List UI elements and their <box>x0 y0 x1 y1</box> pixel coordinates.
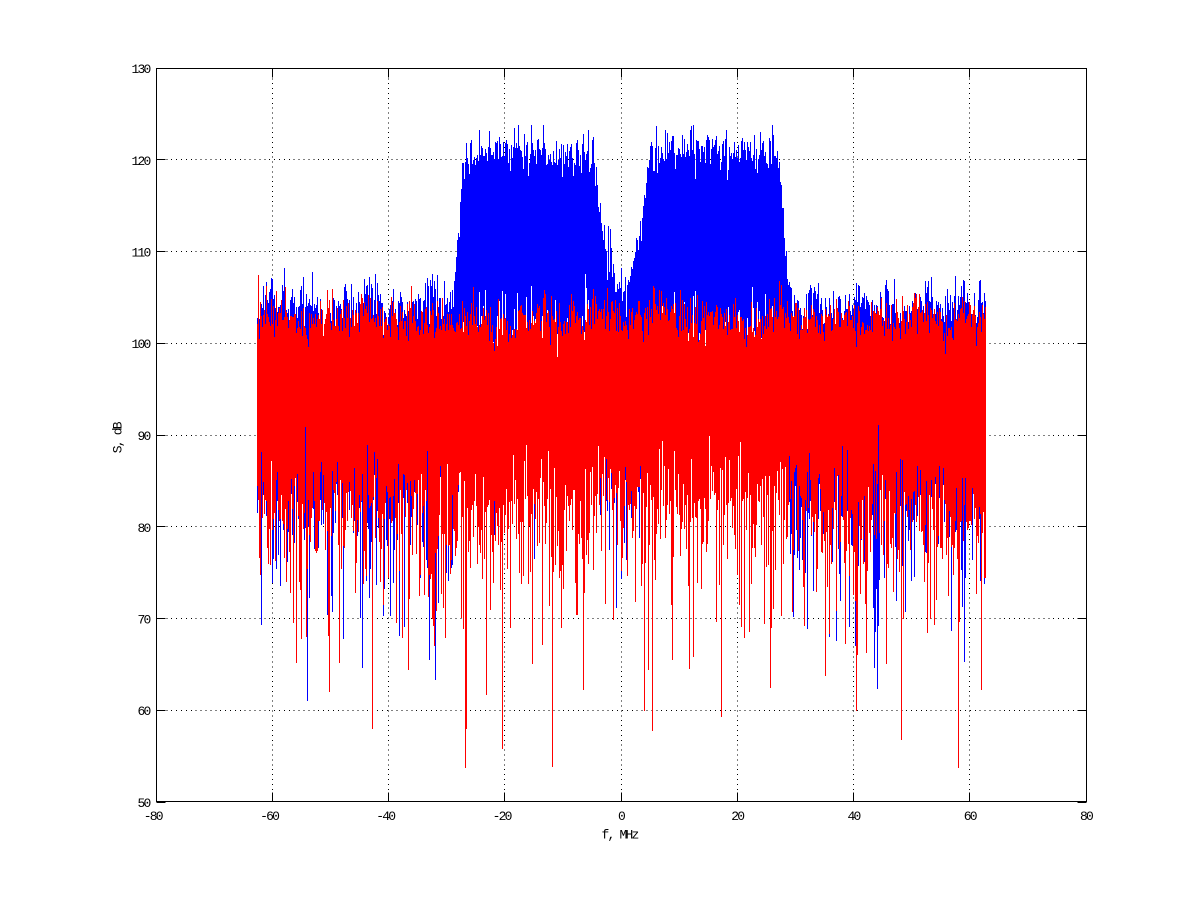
svg-text:60: 60 <box>137 704 150 719</box>
svg-text:-40: -40 <box>376 809 395 824</box>
svg-text:20: 20 <box>731 809 744 824</box>
svg-text:70: 70 <box>137 613 150 628</box>
svg-text:80: 80 <box>137 521 150 536</box>
svg-text:40: 40 <box>847 809 860 824</box>
svg-text:0: 0 <box>618 809 625 824</box>
svg-text:-60: -60 <box>260 809 279 824</box>
svg-text:100: 100 <box>131 337 150 352</box>
svg-text:60: 60 <box>964 809 977 824</box>
svg-text:90: 90 <box>137 429 150 444</box>
svg-text:50: 50 <box>137 796 150 811</box>
svg-text:-20: -20 <box>493 809 512 824</box>
svg-text:110: 110 <box>131 246 150 261</box>
svg-text:80: 80 <box>1080 809 1093 824</box>
svg-text:-80: -80 <box>144 809 163 824</box>
svg-text:130: 130 <box>131 62 150 77</box>
svg-text:f, MHz: f, MHz <box>601 827 638 842</box>
svg-text:120: 120 <box>131 154 150 169</box>
svg-text:S, dB: S, dB <box>110 421 125 453</box>
